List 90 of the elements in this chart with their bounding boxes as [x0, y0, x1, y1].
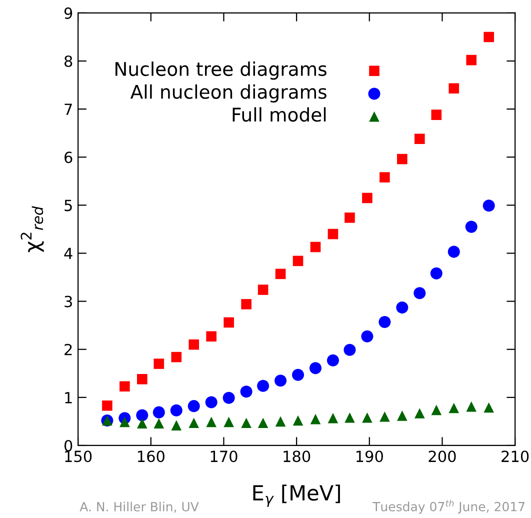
point: [154, 418, 164, 429]
point: [378, 316, 391, 328]
point: [136, 409, 148, 422]
point: [241, 299, 252, 310]
point: [224, 317, 234, 328]
point: [397, 154, 408, 164]
point: [397, 410, 408, 421]
point: [292, 256, 304, 266]
point: [414, 408, 425, 418]
point: [258, 284, 268, 295]
point: [152, 406, 165, 418]
point: [171, 420, 182, 430]
y-tick-label: 5: [64, 200, 72, 212]
point: [414, 287, 426, 300]
point: [396, 302, 408, 314]
point: [170, 404, 182, 416]
point: [430, 267, 442, 280]
point: [361, 330, 374, 342]
x-tick-label: 170: [210, 450, 238, 462]
point: [137, 374, 148, 384]
x-tick-label: 190: [356, 450, 383, 462]
point: [466, 54, 477, 66]
point: [465, 220, 478, 233]
point: [328, 412, 338, 424]
point: [257, 380, 270, 392]
legend-label: Nucleon tree diagrams: [116, 62, 326, 80]
point: [448, 402, 460, 414]
point: [258, 418, 268, 428]
y-tick-label: 7: [64, 104, 72, 115]
point: [484, 402, 494, 413]
x-axis-title: E$_{γ}$ [MeV]: [253, 484, 340, 507]
point: [362, 192, 372, 204]
y-tick-label: 1: [65, 392, 72, 404]
point: [120, 416, 130, 428]
point: [292, 368, 304, 381]
point: [275, 268, 286, 280]
x-tick-label: 210: [502, 450, 529, 462]
point: [102, 400, 112, 411]
legend-label: All nucleon diagrams: [130, 84, 326, 103]
point: [275, 416, 286, 427]
point: [344, 412, 355, 423]
y-tick-label: 0: [64, 440, 72, 452]
point: [414, 134, 425, 144]
point: [344, 212, 355, 223]
point: [240, 386, 252, 398]
point: [448, 83, 460, 94]
point: [188, 418, 200, 428]
y-tick-label: 9: [64, 7, 72, 19]
y-tick-label: 8: [64, 55, 72, 68]
y-tick-label: 3: [64, 296, 72, 308]
text: Tuesday 07$^{th}$ June, 2017: [372, 500, 525, 514]
point: [206, 331, 216, 342]
point: [274, 374, 287, 387]
point: [328, 228, 338, 240]
x-tick-label: 150: [65, 450, 92, 462]
point: [448, 246, 460, 258]
point: [380, 411, 390, 422]
point: [120, 381, 130, 392]
point: [188, 400, 200, 412]
point: [431, 110, 442, 120]
point: [310, 414, 321, 424]
point: [222, 392, 235, 404]
point: [380, 172, 390, 182]
point: [206, 416, 216, 428]
point: [309, 362, 322, 374]
point: [154, 358, 164, 369]
y-tick-label: 4: [64, 248, 72, 260]
point: [484, 32, 494, 42]
point: [466, 401, 477, 412]
point: [224, 416, 234, 428]
point: [326, 354, 339, 366]
point: [171, 352, 182, 362]
text: A. N. Hiller Blin, UV: [80, 502, 199, 513]
point: [482, 200, 495, 212]
point: [241, 418, 252, 428]
point: [362, 412, 372, 423]
point: [292, 415, 304, 426]
legend-label: Full model: [232, 107, 326, 122]
x-tick-label: 180: [284, 450, 310, 462]
y-axis-title: χ$^{2}$$_{red}$: [20, 206, 44, 252]
point: [205, 396, 218, 408]
y-tick-label: 2: [64, 344, 72, 356]
x-tick-label: 160: [138, 450, 164, 462]
y-tick-label: 6: [64, 152, 72, 164]
point: [310, 242, 321, 252]
x-tick-label: 200: [428, 450, 456, 462]
point: [188, 339, 200, 350]
point: [344, 344, 356, 356]
point: [431, 404, 442, 416]
point: [137, 418, 148, 429]
